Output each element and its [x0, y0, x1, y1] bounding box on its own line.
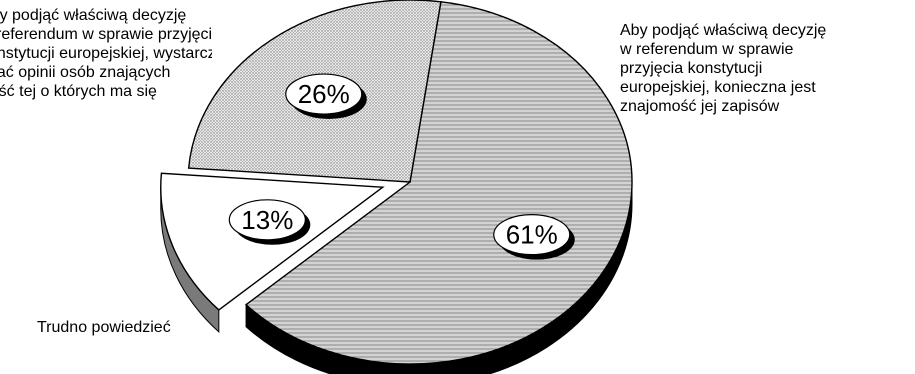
pie-slice-1: [244, 0, 633, 365]
annotation-left-text: Aby podjąć właściwą decyzję w referendum…: [0, 7, 212, 100]
slice-label-1: 61%: [506, 220, 558, 250]
annotation-bottom: Trudno powiedzieć: [37, 319, 171, 336]
slice-label-bubble-1: [493, 214, 571, 256]
slice-label-2: 13%: [241, 205, 293, 235]
annotation-left: Aby podjąć właściwą decyzję w referendum…: [0, 6, 212, 101]
slice-label-3: 26%: [298, 79, 350, 109]
annotation-right: Aby podjąć właściwą decyzję w referendum…: [620, 22, 827, 115]
slice-label-bubble-3: [285, 73, 363, 115]
slice-label-bubble-2: [228, 199, 306, 241]
